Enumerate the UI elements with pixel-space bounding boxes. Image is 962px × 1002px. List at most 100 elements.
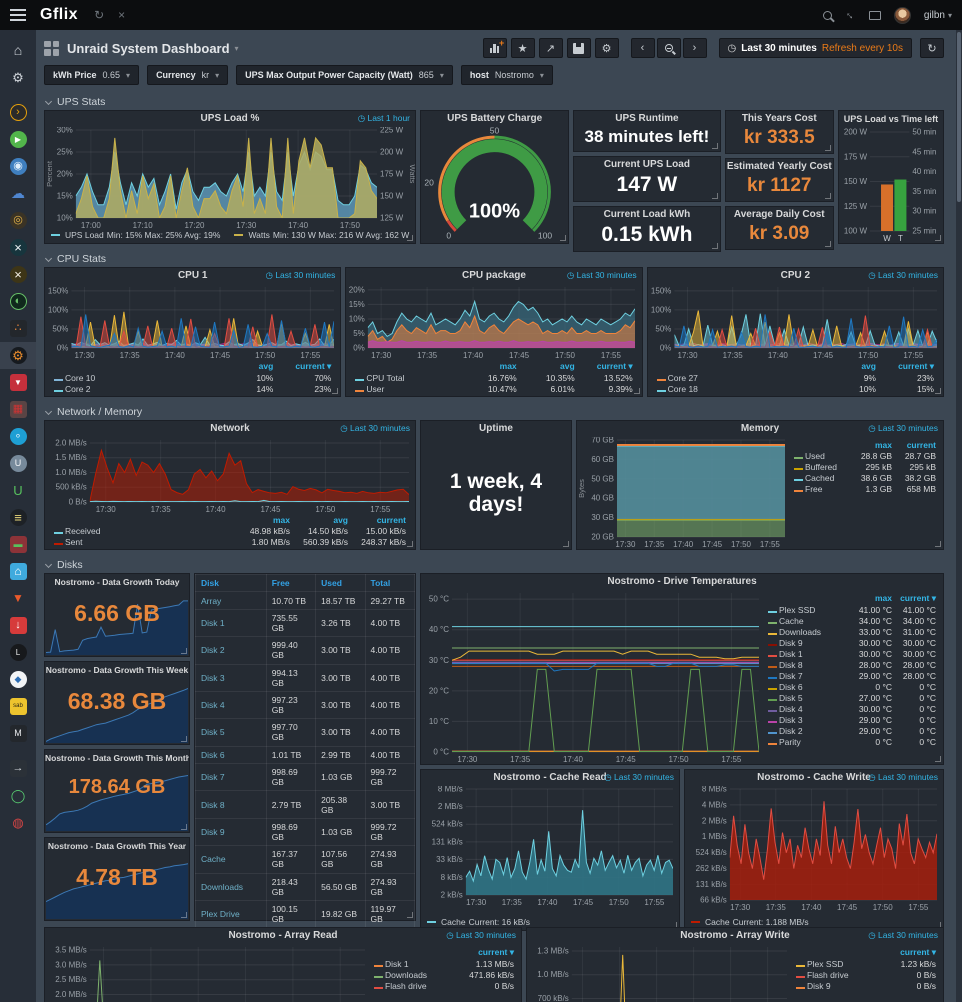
sidebar-item-app-gitlab[interactable]: ▼	[0, 585, 36, 612]
panel-timerange[interactable]: ◷ Last 30 minutes	[868, 423, 938, 433]
legend-item[interactable]: Core 18 10% 15%	[654, 383, 937, 394]
variable-host[interactable]: host Nostromo ▾	[460, 65, 553, 85]
legend-item[interactable]: Free 1.3 GB 658 MB	[791, 483, 939, 494]
save-button[interactable]	[566, 38, 591, 58]
panel-timerange[interactable]: ◷ Last 30 minutes	[446, 930, 516, 940]
ups-load-legend[interactable]: UPS Load Min: 15% Max: 25% Avg: 19% Watts…	[45, 230, 415, 243]
sidebar-item-app-home-assistant[interactable]: ⌂	[0, 558, 36, 585]
panel-timerange[interactable]: ◷ Last 30 minutes	[868, 930, 938, 940]
app-brand[interactable]: Gflix	[40, 6, 79, 23]
legend-item[interactable]: Disk 8 28.00 °C 28.00 °C	[765, 659, 939, 670]
time-back-button[interactable]: ‹	[630, 38, 655, 58]
legend-item[interactable]: Disk 7 29.00 °C 28.00 °C	[765, 670, 939, 681]
sidebar-item-settings[interactable]: ⚙	[0, 64, 36, 91]
sidebar-item-app-cloud[interactable]: ☁	[0, 180, 36, 207]
sidebar-item-app-gear-orange[interactable]: ⚙	[0, 342, 36, 369]
sidebar-item-app-cross-teal[interactable]: ×	[0, 234, 36, 261]
sidebar-item-app-ubiquiti[interactable]: U	[0, 450, 36, 477]
panel-timerange[interactable]: ◷ Last 30 minutes	[604, 772, 674, 782]
drive-temps-legend[interactable]: max current ▾ Plex SSD 41.00 °C 41.00 °C Cach…	[765, 590, 943, 764]
sidebar-item-app-shield[interactable]: ▼	[0, 369, 36, 396]
page-scrollbar[interactable]	[956, 30, 962, 1002]
sidebar-item-app-burger[interactable]: ≡	[0, 504, 36, 531]
legend-item[interactable]: Flash drive 0 B/s	[371, 980, 517, 991]
storage-col-header[interactable]: Free	[265, 573, 317, 593]
sidebar-item-app-red-grid[interactable]: ▦	[0, 396, 36, 423]
sidebar-item-app-green-circle[interactable]: ◐	[0, 288, 36, 315]
network-legend[interactable]: max avg current Received 48.98 kB/s 14.50 kB/…	[45, 514, 415, 549]
network-chart[interactable]: 0 B/s 500 kB/s 1.0 MB/s 1.5 MB/s 2.0 MB/s 17:…	[45, 437, 415, 514]
legend-item[interactable]: Core 10 10% 70%	[51, 372, 334, 383]
panel-timerange[interactable]: ◷ Last 30 minutes	[265, 270, 336, 280]
growth-month-sparkline[interactable]	[46, 769, 188, 831]
sidebar-item-app-download[interactable]: ↓	[0, 612, 36, 639]
sidebar-item-app-droplet[interactable]: ◆	[0, 666, 36, 693]
close-tab-icon[interactable]: ×	[118, 8, 126, 22]
sidebar-item-app-bars[interactable]: ▬	[0, 531, 36, 558]
legend-item[interactable]: Disk 3 29.00 °C 0 °C	[765, 714, 939, 725]
legend-item[interactable]: Received 48.98 kB/s 14.50 kB/s 15.00 kB/s	[51, 525, 409, 536]
cache-read-chart[interactable]: 2 kB/s 8 kB/s 33 kB/s 131 kB/s 524 kB/s 2 MB/…	[421, 785, 679, 917]
legend-item[interactable]: Buffered 295 kB 295 kB	[791, 461, 939, 472]
row-header-cpu-stats[interactable]: CPU Stats	[44, 250, 944, 267]
legend-item[interactable]: Downloads 471.86 kB/s	[371, 969, 517, 980]
legend-item[interactable]: Watts Min: 130 W Max: 216 W Avg: 162 W	[234, 230, 409, 240]
sidebar-item-app-green-u[interactable]: U	[0, 477, 36, 504]
cpu-package-legend[interactable]: max avg current ▾ CPU Total 16.76% 10.35% 13.5…	[346, 360, 641, 396]
star-button[interactable]: ★	[510, 38, 535, 58]
legend-item[interactable]: Disk 1 1.13 MB/s	[371, 958, 517, 969]
settings-button[interactable]: ⚙	[594, 38, 619, 58]
cache-write-chart[interactable]: 66 kB/s 131 kB/s 262 kB/s 524 kB/s 1 MB/s 2 M…	[685, 785, 943, 917]
time-forward-button[interactable]: ›	[682, 38, 707, 58]
user-menu[interactable]: gilbn ▾	[924, 10, 952, 21]
battery-gauge[interactable]: 0 20 50 100 100%	[421, 126, 568, 243]
legend-item[interactable]: Parity 0 °C 0 °C	[765, 736, 939, 747]
dashboard-title-caret[interactable]: ▾	[234, 43, 239, 53]
legend-item[interactable]: Cached 38.6 GB 38.2 GB	[791, 472, 939, 483]
storage-col-header[interactable]: Total	[364, 573, 416, 593]
sidebar-item-app-blue-circle[interactable]: ◉	[0, 153, 36, 180]
legend-item[interactable]: Disk 5 27.00 °C 0 °C	[765, 692, 939, 703]
legend-item[interactable]: Used 28.8 GB 28.7 GB	[791, 450, 939, 461]
zoom-out-button[interactable]	[656, 38, 681, 58]
cpu1-legend[interactable]: avg current ▾ Core 10 10% 70% Core 2 14% 23%	[45, 360, 340, 396]
share-button[interactable]: ↗	[538, 38, 563, 58]
fullscreen-icon[interactable]: ↔	[842, 6, 859, 24]
legend-item[interactable]: UPS Load Min: 15% Max: 25% Avg: 19%	[51, 230, 220, 240]
sidebar-item-app-blue-dots[interactable]: ∘	[0, 423, 36, 450]
panel-timerange[interactable]: ◷ Last 30 minutes	[868, 270, 938, 280]
ups-bars-chart[interactable]: 100 W 125 W 150 W 175 W 200 W 25 min 30 min 35 …	[839, 127, 943, 244]
sidebar-item-app-emby[interactable]: ▶	[0, 126, 36, 153]
sidebar-item-app-jackett[interactable]: M	[0, 720, 36, 747]
cpu-package-chart[interactable]: 0% 5% 10% 15% 20% 17:30 17:35 17:40 17:45 17:50 17…	[346, 284, 641, 360]
panel-timerange[interactable]: ◷ Last 30 minutes	[340, 423, 410, 433]
variable-kwh-price[interactable]: kWh Price 0.65 ▾	[44, 65, 140, 85]
row-header-network-memory[interactable]: Network / Memory	[44, 403, 944, 420]
drive-temps-chart[interactable]: 0 °C 10 °C 20 °C 30 °C 40 °C 50 °C 17:30 17:35 1…	[421, 590, 765, 764]
legend-item[interactable]: Sent 1.80 MB/s 560.39 kB/s 248.37 kB/s	[51, 536, 409, 547]
sidebar-item-app-nodes[interactable]: ∴	[0, 315, 36, 342]
legend-item[interactable]: Plex SSD 41.00 °C 41.00 °C	[765, 604, 939, 615]
growth-today-sparkline[interactable]	[46, 593, 188, 655]
sidebar-item-github[interactable]: ◯	[0, 782, 36, 809]
scrollbar-thumb[interactable]	[957, 32, 961, 202]
legend-item[interactable]: Core 27 9% 23%	[654, 372, 937, 383]
array-read-chart[interactable]: 3.5 MB/s3.0 MB/s2.5 MB/s2.0 MB/s1.5 MB/s…	[45, 944, 371, 1002]
legend-item[interactable]: Disk 4 30.00 °C 0 °C	[765, 703, 939, 714]
memory-legend[interactable]: max current Used 28.8 GB 28.7 GB Buffered 295 …	[791, 437, 943, 549]
row-header-ups-stats[interactable]: UPS Stats	[44, 93, 944, 110]
legend-item[interactable]: Cache Current: 1.188 MB/s	[691, 917, 809, 927]
variable-ups-max-output-power-capacity-watt-[interactable]: UPS Max Output Power Capacity (Watt) 865 ▾	[236, 65, 453, 85]
legend-item[interactable]: Plex SSD 1.23 kB/s	[793, 958, 939, 969]
sidebar-item-home[interactable]: ⌂	[0, 37, 36, 64]
legend-item[interactable]: Disk 9 30.00 °C 30.00 °C	[765, 637, 939, 648]
search-icon[interactable]	[822, 10, 832, 20]
legend-item[interactable]: Flash drive 0 B/s	[793, 969, 939, 980]
row-header-disks[interactable]: Disks	[44, 556, 944, 573]
legend-item[interactable]: Disk 2 29.00 °C 0 °C	[765, 725, 939, 736]
sidebar-item-app-lazy[interactable]: L	[0, 639, 36, 666]
storage-col-header[interactable]: Disk	[195, 573, 267, 593]
